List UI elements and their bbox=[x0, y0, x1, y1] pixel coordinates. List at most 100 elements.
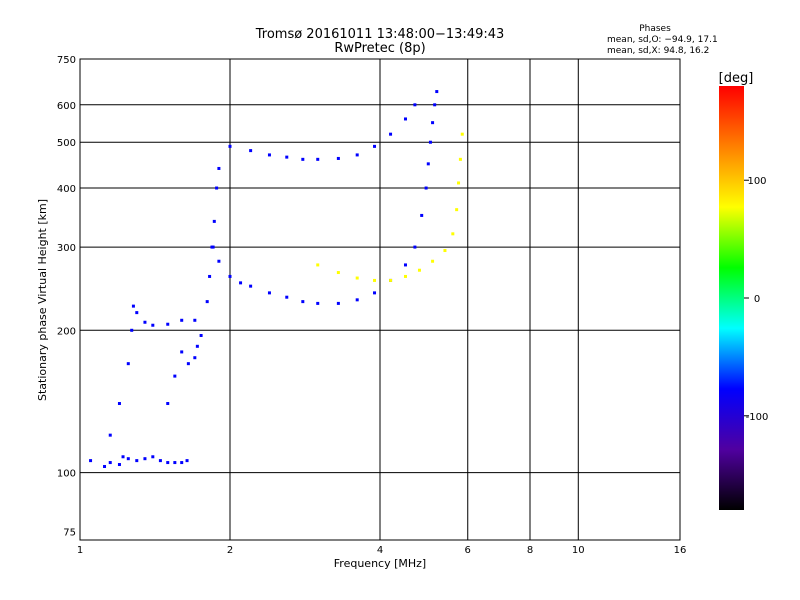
data-point bbox=[180, 350, 184, 354]
data-point bbox=[193, 356, 197, 360]
data-point bbox=[108, 433, 112, 437]
data-point bbox=[373, 278, 377, 282]
x-tick-label: 2 bbox=[227, 545, 233, 556]
data-point bbox=[413, 245, 417, 249]
y-tick-label: 750 bbox=[57, 55, 76, 66]
data-point bbox=[108, 461, 112, 465]
data-point bbox=[228, 144, 232, 148]
data-point bbox=[103, 465, 107, 469]
y-axis-label: Stationary phase Virtual Height [km] bbox=[36, 199, 49, 401]
data-point bbox=[433, 103, 437, 107]
data-point bbox=[158, 459, 162, 463]
data-point bbox=[420, 213, 424, 217]
data-point bbox=[389, 278, 393, 282]
data-point bbox=[211, 245, 215, 249]
data-point bbox=[336, 156, 340, 160]
data-point bbox=[215, 186, 219, 190]
data-point bbox=[117, 463, 121, 467]
data-point bbox=[185, 459, 189, 463]
data-point bbox=[316, 263, 320, 267]
chart-title: Tromsø 20161011 13:48:00−13:49:43 bbox=[255, 27, 505, 42]
y-axis: 75 100 200 300 400 500 600 750 bbox=[57, 55, 76, 539]
data-point bbox=[431, 259, 435, 263]
data-point bbox=[126, 362, 130, 366]
y-tick-label: 300 bbox=[57, 243, 76, 254]
data-point bbox=[428, 140, 432, 144]
data-point bbox=[212, 219, 216, 223]
y-tick-label: 200 bbox=[57, 326, 76, 337]
y-tick-label: 400 bbox=[57, 184, 76, 195]
series-o-mode-e-trace bbox=[108, 304, 197, 437]
data-point bbox=[373, 291, 377, 295]
data-point bbox=[460, 132, 464, 136]
data-point bbox=[267, 153, 271, 157]
data-point bbox=[173, 461, 177, 465]
colorbar-ticks: 100 0 -100 bbox=[744, 176, 768, 423]
data-point bbox=[131, 304, 135, 308]
data-point bbox=[267, 291, 271, 295]
data-point bbox=[180, 461, 184, 465]
colorbar-tick-label: 0 bbox=[754, 294, 760, 305]
colorbar-label: [deg] bbox=[719, 71, 754, 86]
series-x-mode-f2-trace bbox=[316, 132, 464, 282]
data-point bbox=[457, 181, 461, 185]
data-point bbox=[121, 455, 125, 459]
data-point bbox=[151, 455, 155, 459]
data-point bbox=[143, 457, 147, 461]
data-point bbox=[403, 263, 407, 267]
data-point bbox=[389, 132, 393, 136]
data-point bbox=[417, 268, 421, 272]
data-point bbox=[135, 311, 139, 315]
data-point bbox=[143, 320, 147, 324]
data-point bbox=[426, 162, 430, 166]
series-o-mode-low-layer bbox=[89, 455, 189, 469]
y-tick-label: 100 bbox=[57, 469, 76, 480]
data-point bbox=[355, 276, 359, 280]
data-point bbox=[301, 300, 305, 304]
phases-x-stats: mean, sd,X: 94.8, 16.2 bbox=[607, 46, 709, 56]
data-point bbox=[355, 153, 359, 157]
data-point bbox=[193, 318, 197, 322]
data-point bbox=[217, 259, 221, 263]
data-point bbox=[205, 300, 209, 304]
y-tick-label: 500 bbox=[57, 138, 76, 149]
data-point bbox=[217, 166, 221, 170]
data-point bbox=[373, 144, 377, 148]
data-point bbox=[301, 157, 305, 161]
data-point bbox=[89, 459, 93, 463]
data-point bbox=[431, 121, 435, 125]
data-point bbox=[135, 459, 139, 463]
data-point bbox=[285, 155, 289, 159]
x-tick-label: 6 bbox=[465, 545, 471, 556]
data-point bbox=[413, 103, 417, 107]
data-point bbox=[166, 461, 170, 465]
x-tick-label: 8 bbox=[527, 545, 533, 556]
data-point bbox=[130, 328, 134, 332]
x-tick-label: 10 bbox=[572, 545, 585, 556]
data-point bbox=[166, 322, 170, 326]
data-point bbox=[336, 271, 340, 275]
data-point bbox=[126, 457, 130, 461]
data-point bbox=[208, 274, 212, 278]
data-point bbox=[151, 323, 155, 327]
x-tick-label: 1 bbox=[77, 545, 83, 556]
chart-subtitle: RwPretec (8p) bbox=[334, 41, 425, 56]
data-point bbox=[239, 281, 243, 285]
colorbar-tick-label: -100 bbox=[746, 412, 769, 423]
data-point bbox=[316, 157, 320, 161]
x-axis-label: Frequency [MHz] bbox=[334, 557, 426, 570]
data-point bbox=[403, 117, 407, 121]
data-point bbox=[180, 318, 184, 322]
data-point bbox=[458, 157, 462, 161]
data-point bbox=[424, 186, 428, 190]
data-point bbox=[249, 284, 253, 288]
data-point bbox=[435, 90, 439, 94]
data-point bbox=[195, 344, 199, 348]
series-o-mode-f2-echo bbox=[228, 103, 417, 161]
phases-header: Phases bbox=[639, 24, 671, 34]
data-point bbox=[451, 232, 455, 236]
x-tick-label: 4 bbox=[377, 545, 383, 556]
data-point bbox=[199, 333, 203, 337]
data-point bbox=[173, 374, 177, 378]
data-point bbox=[249, 149, 253, 153]
